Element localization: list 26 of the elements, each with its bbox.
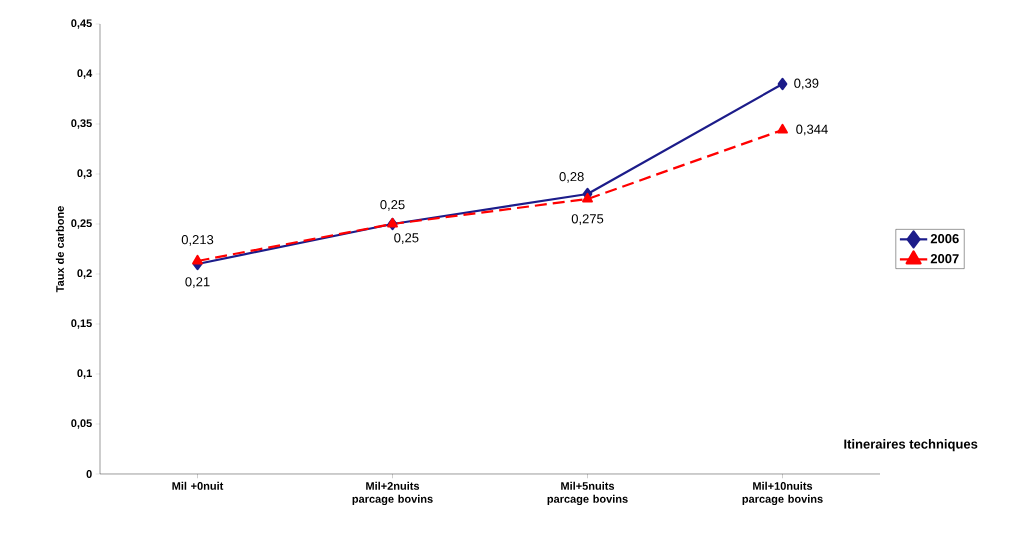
legend-label: 2006 xyxy=(930,234,959,244)
y-axis-title: Taux de carbone xyxy=(55,206,64,293)
y-tick-label: 0,35 xyxy=(71,119,92,129)
y-tick-label: 0,4 xyxy=(77,69,93,79)
y-tick-label: 0,3 xyxy=(77,169,92,179)
data-label: 0,344 xyxy=(796,124,828,136)
data-label: 0,21 xyxy=(185,277,210,288)
x-axis-title: Itineraires techniques xyxy=(844,439,978,452)
x-tick-label: Mil+10nuits parcage bovins xyxy=(742,481,823,506)
data-label: 0,39 xyxy=(794,78,819,90)
y-tick-label: 0,2 xyxy=(77,269,92,279)
data-label: 0,25 xyxy=(394,233,419,244)
x-tick-label: Mil+5nuits parcage bovins xyxy=(547,481,628,506)
x-tick-label: Mil +0nuit xyxy=(172,481,224,490)
x-tick-label: Mil+2nuits parcage bovins xyxy=(352,481,433,506)
data-label: 0,28 xyxy=(559,172,584,183)
data-label: 0,25 xyxy=(380,200,405,211)
y-tick-label: 0,45 xyxy=(71,19,92,29)
y-tick-label: 0 xyxy=(86,470,92,478)
data-label: 0,275 xyxy=(571,214,604,225)
y-tick-label: 0,15 xyxy=(71,319,92,329)
legend-label: 2007 xyxy=(930,254,959,264)
data-label: 0,213 xyxy=(181,235,214,246)
y-tick-label: 0,1 xyxy=(77,369,92,379)
y-tick-label: 0,25 xyxy=(71,219,92,229)
y-tick-label: 0,05 xyxy=(71,419,92,429)
